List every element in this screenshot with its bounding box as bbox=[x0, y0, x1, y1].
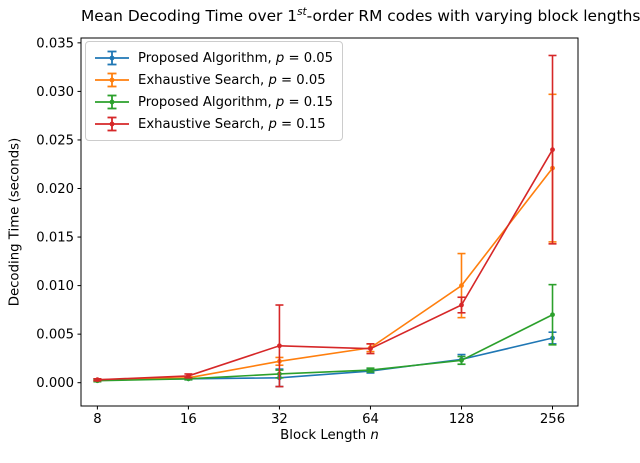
y-tick-label: 0.015 bbox=[36, 231, 74, 246]
legend-label-part: = 0.15 bbox=[284, 94, 334, 110]
data-point-marker bbox=[459, 357, 464, 363]
chart-title-text: Mean Decoding Time over 1 bbox=[81, 7, 298, 26]
y-tick-label: 0.000 bbox=[36, 376, 74, 391]
legend-label: Exhaustive Search, p = 0.05 bbox=[138, 73, 326, 88]
data-point-marker bbox=[277, 343, 282, 349]
y-tick-label: 0.035 bbox=[36, 36, 74, 51]
legend-item-2: Proposed Algorithm, p = 0.15 bbox=[95, 92, 333, 112]
x-tick-label: 32 bbox=[271, 412, 288, 427]
legend-label: Exhaustive Search, p = 0.15 bbox=[138, 117, 326, 132]
x-tick-label: 256 bbox=[540, 412, 565, 427]
data-point-marker bbox=[550, 147, 555, 153]
legend-label-part: Proposed Algorithm, bbox=[138, 50, 276, 66]
legend-label-part: = 0.05 bbox=[276, 72, 326, 88]
legend-icon-marker bbox=[109, 77, 115, 83]
legend-label: Proposed Algorithm, p = 0.05 bbox=[138, 51, 333, 66]
data-point-marker bbox=[186, 373, 191, 379]
legend-label-part: = 0.15 bbox=[276, 116, 326, 132]
legend-label-part: Exhaustive Search, bbox=[138, 72, 269, 88]
series-line-3 bbox=[97, 149, 554, 381]
y-tick-label: 0.010 bbox=[36, 279, 74, 294]
legend-icon-marker bbox=[109, 121, 115, 127]
series-line-1 bbox=[97, 167, 554, 381]
legend-label-part: p bbox=[275, 94, 285, 110]
y-axis-label: Decoding Time (seconds) bbox=[7, 137, 23, 307]
x-axis-label-text: Block Length bbox=[280, 428, 371, 443]
legend-icon-marker bbox=[109, 55, 115, 61]
series-line-0 bbox=[97, 337, 553, 381]
legend-label-part: Exhaustive Search, bbox=[138, 116, 269, 132]
legend-label-part: Proposed Algorithm, bbox=[138, 94, 276, 110]
data-point-marker bbox=[459, 283, 464, 288]
y-tick-label: 0.030 bbox=[36, 85, 74, 100]
y-tick-label: 0.005 bbox=[36, 328, 74, 343]
legend-label: Proposed Algorithm, p = 0.15 bbox=[138, 95, 333, 110]
chart-title-superscript: st bbox=[297, 6, 307, 18]
y-tick-label: 0.020 bbox=[36, 182, 74, 197]
x-tick-label: 8 bbox=[93, 412, 101, 427]
plot-border bbox=[80, 37, 579, 407]
legend-item-1: Exhaustive Search, p = 0.05 bbox=[95, 70, 333, 90]
x-axis-label: Block Length n bbox=[81, 428, 578, 443]
data-point-marker bbox=[550, 312, 555, 318]
x-axis-label-variable: n bbox=[370, 428, 379, 443]
legend-errorbar-icon bbox=[95, 94, 129, 110]
data-point-marker bbox=[368, 367, 373, 373]
series-line-2 bbox=[97, 314, 553, 382]
legend: Proposed Algorithm, p = 0.05 Exhaustive S… bbox=[85, 41, 344, 141]
chart-title: Mean Decoding Time over 1st-order RM cod… bbox=[81, 6, 640, 26]
y-tick-label: 0.025 bbox=[36, 133, 74, 148]
legend-errorbar-icon bbox=[95, 50, 129, 66]
legend-label-part: p bbox=[268, 116, 277, 132]
data-point-marker bbox=[459, 302, 464, 308]
legend-label-part: p bbox=[268, 72, 277, 88]
legend-label-part: p bbox=[275, 50, 285, 66]
x-tick-label: 16 bbox=[180, 412, 197, 427]
x-tick-label: 128 bbox=[449, 412, 474, 427]
legend-item-0: Proposed Algorithm, p = 0.05 bbox=[95, 48, 333, 68]
legend-item-3: Exhaustive Search, p = 0.15 bbox=[95, 114, 333, 134]
data-point-marker bbox=[94, 377, 100, 383]
legend-label-part: = 0.05 bbox=[284, 50, 334, 66]
legend-errorbar-icon bbox=[95, 116, 129, 132]
legend-errorbar-icon bbox=[95, 72, 129, 88]
chart-title-suffix: -order RM codes with varying block lengt… bbox=[306, 7, 640, 26]
data-point-marker bbox=[368, 346, 373, 352]
legend-icon-marker bbox=[109, 99, 115, 105]
x-tick-label: 64 bbox=[362, 412, 379, 427]
